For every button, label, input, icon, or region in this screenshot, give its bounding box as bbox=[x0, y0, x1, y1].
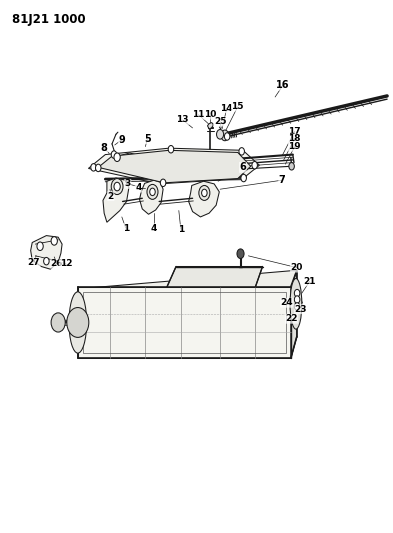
Circle shape bbox=[202, 189, 207, 197]
Circle shape bbox=[160, 179, 166, 187]
Text: 18: 18 bbox=[288, 134, 301, 143]
Polygon shape bbox=[31, 236, 62, 269]
Polygon shape bbox=[292, 293, 302, 305]
Circle shape bbox=[239, 148, 244, 155]
Text: 5: 5 bbox=[144, 134, 151, 143]
Circle shape bbox=[111, 151, 117, 158]
Polygon shape bbox=[167, 266, 263, 287]
Text: 10: 10 bbox=[204, 110, 217, 119]
Text: 9: 9 bbox=[118, 135, 125, 144]
Text: 7: 7 bbox=[279, 175, 286, 185]
Text: 16: 16 bbox=[276, 80, 290, 90]
Text: 15: 15 bbox=[231, 102, 244, 111]
Text: 23: 23 bbox=[294, 305, 307, 313]
Circle shape bbox=[95, 164, 101, 172]
Circle shape bbox=[150, 188, 155, 196]
Ellipse shape bbox=[69, 292, 87, 353]
Circle shape bbox=[114, 153, 120, 161]
Text: 2: 2 bbox=[108, 192, 114, 200]
Text: 4: 4 bbox=[135, 183, 141, 192]
Circle shape bbox=[168, 146, 174, 153]
Text: 20: 20 bbox=[290, 263, 303, 272]
Circle shape bbox=[114, 182, 120, 191]
Circle shape bbox=[67, 308, 89, 337]
Text: 3: 3 bbox=[125, 180, 131, 188]
Circle shape bbox=[37, 242, 43, 251]
Text: 21: 21 bbox=[303, 277, 316, 286]
Circle shape bbox=[294, 289, 300, 297]
Polygon shape bbox=[116, 153, 136, 161]
Polygon shape bbox=[98, 150, 251, 183]
Circle shape bbox=[147, 184, 158, 199]
Polygon shape bbox=[88, 148, 259, 184]
Circle shape bbox=[51, 313, 65, 332]
Circle shape bbox=[111, 179, 123, 195]
Text: 1: 1 bbox=[123, 224, 129, 232]
Circle shape bbox=[294, 296, 300, 303]
Circle shape bbox=[221, 130, 229, 141]
Text: 19: 19 bbox=[288, 142, 301, 151]
Circle shape bbox=[237, 249, 244, 259]
Text: 14: 14 bbox=[220, 104, 233, 112]
Circle shape bbox=[294, 303, 300, 310]
Text: 4: 4 bbox=[151, 224, 157, 232]
Text: 17: 17 bbox=[288, 127, 301, 135]
Text: 6: 6 bbox=[239, 163, 246, 172]
Text: 81J21 1000: 81J21 1000 bbox=[12, 13, 85, 26]
Text: 24: 24 bbox=[281, 298, 293, 307]
Text: 11: 11 bbox=[192, 110, 205, 119]
Text: 13: 13 bbox=[176, 116, 189, 124]
Circle shape bbox=[217, 130, 224, 139]
Circle shape bbox=[44, 257, 49, 265]
Circle shape bbox=[199, 185, 210, 200]
Polygon shape bbox=[208, 155, 228, 163]
Polygon shape bbox=[208, 123, 213, 129]
Circle shape bbox=[91, 164, 96, 171]
Polygon shape bbox=[291, 271, 297, 358]
Circle shape bbox=[224, 133, 230, 140]
Text: 8: 8 bbox=[101, 143, 108, 153]
Polygon shape bbox=[103, 178, 129, 222]
Polygon shape bbox=[78, 287, 291, 358]
Polygon shape bbox=[140, 180, 163, 214]
Text: 25: 25 bbox=[214, 117, 226, 126]
Circle shape bbox=[252, 161, 257, 169]
Text: 26: 26 bbox=[51, 260, 63, 268]
Circle shape bbox=[241, 174, 246, 182]
Polygon shape bbox=[78, 337, 297, 358]
Polygon shape bbox=[189, 181, 219, 217]
Text: 12: 12 bbox=[60, 260, 72, 268]
Text: 22: 22 bbox=[285, 314, 298, 323]
Circle shape bbox=[289, 163, 294, 170]
Text: 1: 1 bbox=[178, 225, 184, 233]
Ellipse shape bbox=[290, 278, 302, 329]
Text: 27: 27 bbox=[28, 258, 40, 266]
Polygon shape bbox=[78, 271, 297, 289]
Circle shape bbox=[51, 237, 57, 245]
